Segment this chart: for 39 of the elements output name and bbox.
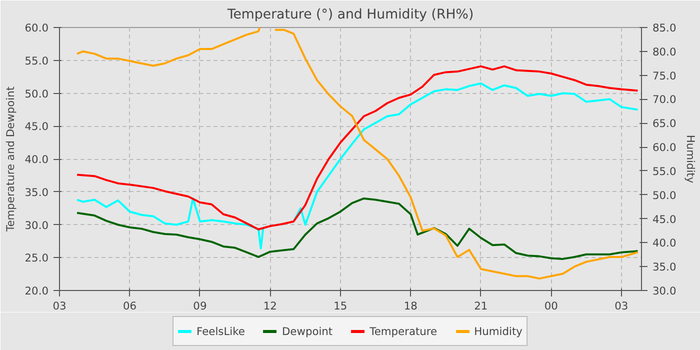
y-tick-label: 25.0: [24, 252, 49, 265]
x-tick-label: 09: [193, 300, 207, 312]
legend-label: Temperature: [370, 324, 438, 338]
x-tick-label: 21: [474, 300, 488, 312]
chart-title: Temperature (°) and Humidity (RH%): [226, 8, 474, 22]
y-tick-label: 55.0: [24, 54, 49, 68]
x-tick-label: 03: [52, 300, 66, 312]
x-tick-label: 06: [122, 300, 137, 312]
y-tick-label: 20.0: [24, 284, 49, 298]
y2-tick-label: 60.0: [652, 141, 676, 154]
y2-tick-label: 35.0: [652, 260, 676, 274]
y2-tick-label: 65.0: [652, 117, 676, 130]
y-tick-label: 45.0: [24, 120, 49, 134]
y2-tick-label: 85.0: [652, 22, 676, 34]
y2-tick-label: 80.0: [652, 45, 676, 58]
y2-tick-label: 45.0: [652, 212, 676, 226]
x-tick-label: 15: [334, 300, 348, 312]
y2-tick-label: 70.0: [652, 93, 676, 106]
legend-label: FeelsLike: [196, 324, 245, 338]
y2-tick-label: 75.0: [652, 69, 676, 82]
y2-tick-label: 30.0: [652, 284, 676, 298]
y2-axis-title: Humidity: [684, 134, 698, 184]
y-tick-label: 60.0: [24, 22, 49, 34]
line-series: [76, 197, 639, 260]
y-tick-label: 50.0: [24, 87, 49, 100]
legend-label: Humidity: [474, 324, 522, 338]
y2-tick-label: 55.0: [652, 164, 676, 178]
y-tick-label: 30.0: [24, 218, 49, 232]
y2-tick-label: 50.0: [652, 188, 676, 202]
x-tick-label: 12: [263, 300, 277, 312]
y-tick-label: 40.0: [24, 153, 49, 166]
y-axis-title: Temperature and Dewpoint: [4, 86, 17, 232]
line-series: [76, 65, 639, 230]
x-tick-label: 18: [404, 300, 418, 312]
x-tick-label: 00: [544, 300, 558, 312]
y-tick-label: 35.0: [24, 186, 49, 199]
y2-tick-label: 40.0: [652, 236, 676, 250]
legend-label: Dewpoint: [282, 324, 333, 338]
x-tick-label: 03: [614, 300, 628, 312]
